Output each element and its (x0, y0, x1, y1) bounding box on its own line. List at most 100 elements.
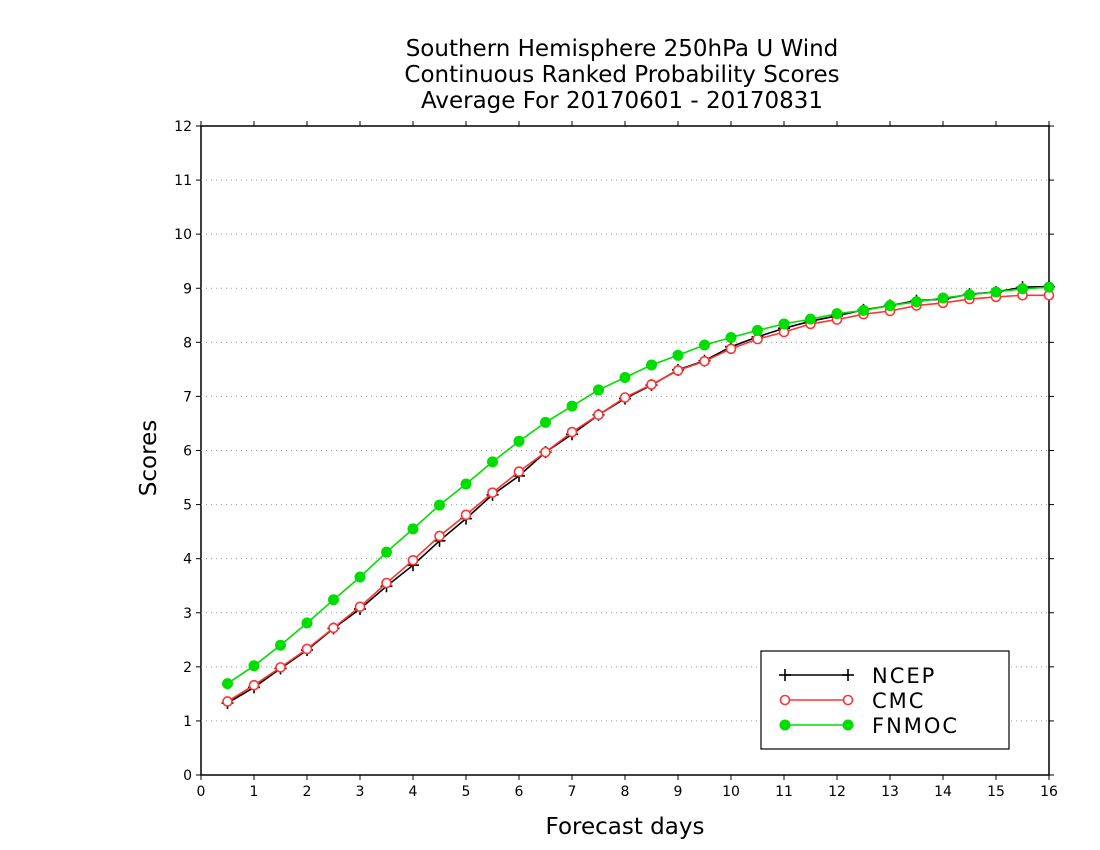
legend-item-fnmoc: FNMOC (779, 714, 959, 738)
legend-item-cmc: CMC (779, 689, 925, 713)
series-line-ncep (227, 285, 1050, 704)
chart-title-line-2: Continuous Ranked Probability Scores (404, 62, 840, 88)
data-point-fnmoc (752, 324, 763, 336)
x-tick-label: 10 (722, 784, 740, 800)
legend-marker (842, 669, 854, 681)
y-tick-label: 7 (183, 389, 192, 405)
data-point-fnmoc (513, 435, 525, 447)
y-tick-label: 1 (183, 714, 192, 730)
data-point-fnmoc (937, 292, 949, 304)
data-point-fnmoc (778, 318, 790, 330)
grid-lines (201, 179, 1049, 722)
data-point-cmc (593, 409, 604, 421)
data-point-cmc (301, 643, 313, 655)
data-point-fnmoc (275, 639, 286, 651)
x-tick-label: 11 (775, 784, 793, 800)
y-tick-label: 8 (183, 335, 192, 351)
x-tick-label: 1 (250, 784, 259, 800)
data-point-fnmoc (884, 300, 896, 312)
data-point-fnmoc (354, 571, 366, 583)
legend-item-ncep: NCEP (779, 664, 936, 688)
data-point-fnmoc (248, 660, 260, 672)
legend-label-cmc: CMC (872, 689, 925, 713)
data-point-fnmoc (911, 296, 922, 308)
data-point-cmc (407, 554, 419, 566)
data-point-cmc (460, 509, 472, 521)
y-tick-label: 9 (183, 281, 192, 297)
x-tick-label: 7 (568, 784, 577, 800)
legend-label-fnmoc: FNMOC (872, 714, 959, 738)
data-point-cmc (354, 601, 366, 613)
chart-title-line-3: Average For 20170601 - 20170831 (420, 88, 824, 114)
series-fnmoc (222, 281, 1055, 690)
data-point-cmc (275, 662, 286, 673)
y-tick-label: 6 (183, 444, 192, 460)
y-tick-label: 12 (174, 119, 192, 135)
data-point-cmc (222, 696, 233, 707)
y-tick-label: 11 (174, 173, 192, 189)
x-tick-label: 8 (621, 784, 630, 800)
x-tick-label: 12 (828, 784, 846, 800)
y-tick-label: 10 (174, 227, 192, 243)
data-point-cmc (328, 622, 339, 634)
data-point-cmc (699, 355, 710, 367)
series-ncep (221, 280, 1055, 710)
data-point-cmc (619, 392, 631, 403)
data-point-fnmoc (858, 304, 869, 316)
x-tick-label: 6 (515, 784, 524, 800)
data-point-fnmoc (1017, 283, 1028, 295)
chart-title-line-1: Southern Hemisphere 250hPa U Wind (405, 36, 839, 62)
y-tick-label: 5 (183, 498, 192, 514)
series-group (221, 280, 1055, 710)
data-point-cmc (381, 577, 392, 589)
data-point-fnmoc (964, 289, 975, 301)
data-point-fnmoc (646, 359, 657, 371)
y-tick-label: 4 (183, 552, 192, 568)
data-point-fnmoc (460, 478, 472, 490)
data-point-fnmoc (434, 499, 445, 511)
legend-marker (779, 694, 791, 706)
series-line-fnmoc (227, 286, 1050, 685)
data-point-cmc (513, 466, 525, 477)
data-point-fnmoc (699, 339, 710, 351)
x-tick-label: 16 (1040, 784, 1058, 800)
data-point-fnmoc (540, 416, 551, 428)
data-point-cmc (248, 679, 260, 691)
data-point-cmc (434, 530, 445, 542)
data-point-fnmoc (805, 313, 816, 325)
x-tick-label: 13 (881, 784, 899, 800)
legend-marker (779, 719, 791, 731)
x-tick-label: 9 (674, 784, 683, 800)
x-tick-label: 3 (356, 784, 365, 800)
data-point-fnmoc (990, 286, 1002, 298)
data-point-fnmoc (619, 371, 631, 383)
y-tick-label: 3 (183, 606, 192, 622)
y-tick-label: 0 (183, 768, 192, 784)
legend-marker (842, 694, 854, 706)
data-point-cmc (487, 487, 498, 498)
data-point-cmc (752, 333, 763, 345)
data-point-fnmoc (672, 349, 684, 361)
x-tick-label: 2 (303, 784, 312, 800)
data-point-fnmoc (1043, 281, 1055, 293)
data-point-fnmoc (831, 308, 843, 320)
data-point-fnmoc (328, 594, 339, 606)
data-point-cmc (672, 365, 684, 376)
data-point-fnmoc (487, 456, 498, 468)
data-point-cmc (540, 446, 551, 458)
data-point-fnmoc (725, 331, 737, 343)
data-point-fnmoc (593, 384, 604, 396)
data-point-fnmoc (407, 523, 419, 535)
data-point-cmc (725, 343, 737, 355)
x-tick-label: 5 (462, 784, 471, 800)
data-point-fnmoc (381, 546, 392, 558)
x-tick-label: 4 (409, 784, 418, 800)
series-line-cmc (227, 294, 1049, 703)
legend-label-ncep: NCEP (872, 664, 936, 688)
series-cmc (222, 289, 1055, 707)
data-point-fnmoc (301, 617, 313, 629)
data-point-cmc (646, 379, 657, 390)
